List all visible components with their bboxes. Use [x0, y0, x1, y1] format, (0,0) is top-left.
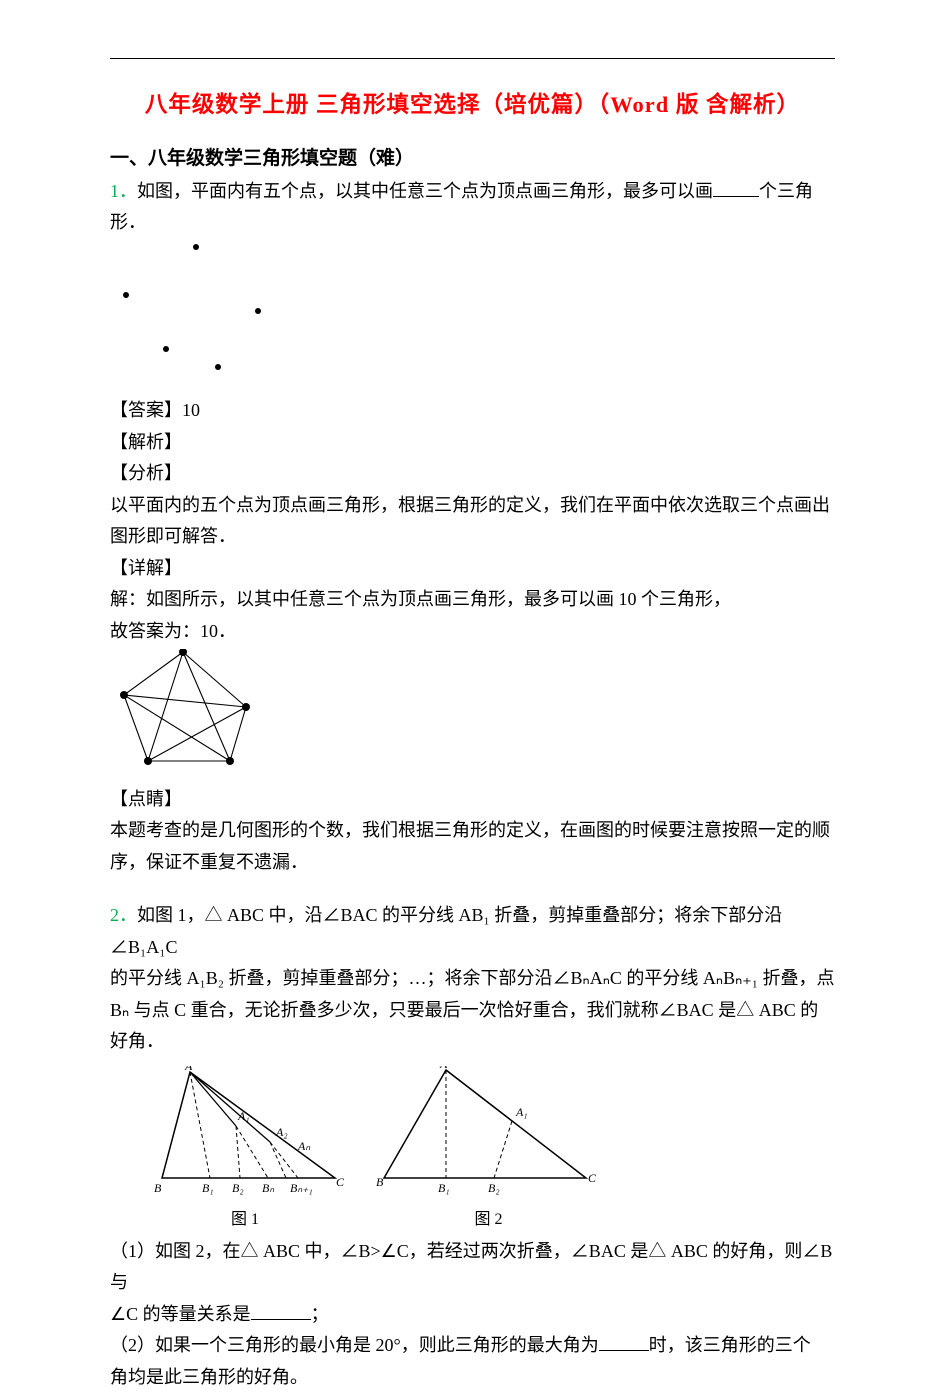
svg-text:B: B: [376, 1175, 384, 1189]
pentagon-svg: [118, 649, 258, 769]
q2-stem-c: Bₙ 与点 C 重合，无论折叠多少次，只要最后一次恰好重合，我们就称∠BAC 是…: [110, 995, 835, 1058]
q2-figure-row: A A₁ A₂ Aₙ B B₁ B₂ Bₙ Bₙ₊₁ C 图 1 A A₁ B B₁ B₂ C 图 2: [140, 1066, 835, 1234]
q2-stem-b: 的平分线 A₁B₂ 折叠，剪掉重叠部分；…；将余下部分沿∠BₙAₙC 的平分线 …: [110, 963, 835, 995]
q1-jiexi: 【解析】: [110, 427, 835, 459]
svg-text:Bₙ: Bₙ: [262, 1181, 274, 1195]
spacer: [110, 878, 835, 900]
q1-number: 1．: [110, 181, 137, 201]
q2-stem-a: 2．如图 1，△ ABC 中，沿∠BAC 的平分线 AB₁ 折叠，剪掉重叠部分；…: [110, 900, 835, 963]
q2-fig2-col: A A₁ B B₁ B₂ C 图 2: [376, 1066, 601, 1234]
svg-text:B: B: [154, 1181, 162, 1195]
q1-stem: 1．如图，平面内有五个点，以其中任意三个点为顶点画三角形，最多可以画个三角形．: [110, 176, 835, 239]
svg-text:A₁: A₁: [237, 1109, 250, 1123]
q1-blank: [713, 179, 759, 197]
answer-value: 10: [182, 400, 200, 420]
answer-label: 【答案】: [110, 400, 182, 420]
q1-dianqing: 【点睛】: [110, 784, 835, 816]
q2-part1-c: ；: [311, 1304, 329, 1324]
svg-text:B₂: B₂: [232, 1181, 244, 1195]
triangle-fig2-svg: A A₁ B B₁ B₂ C: [376, 1066, 601, 1206]
svg-text:A₁: A₁: [515, 1105, 528, 1119]
q2-part2-ab: （2）如果一个三角形的最小角是 20°，则此三角形的最大角为 时，该三角形的三个: [110, 1330, 835, 1362]
svg-text:B₁: B₁: [438, 1181, 450, 1195]
top-rule: [110, 58, 835, 59]
q2-part1-bc: ∠C 的等量关系是 ；: [110, 1299, 835, 1331]
svg-text:B₁: B₁: [202, 1181, 214, 1195]
svg-text:C: C: [336, 1175, 345, 1189]
section-heading: 一、八年级数学三角形填空题（难）: [110, 142, 835, 175]
q1-text-a: 如图，平面内有五个点，以其中任意三个点为顶点画三角形，最多可以画: [137, 181, 713, 201]
svg-text:B₂: B₂: [488, 1181, 500, 1195]
q2-part2-a: （2）如果一个三角形的最小角是 20°，则此三角形的最大角为: [110, 1335, 599, 1355]
q1-dots-figure: [118, 241, 835, 392]
q2-part2-b: 时，该三角形的三个: [649, 1335, 811, 1355]
q2-blank-1: [251, 1302, 311, 1320]
q2-fig1-col: A A₁ A₂ Aₙ B B₁ B₂ Bₙ Bₙ₊₁ C 图 1: [140, 1066, 350, 1234]
q2-part1-a: （1）如图 2，在△ ABC 中，∠B>∠C，若经过两次折叠，∠BAC 是△ A…: [110, 1236, 835, 1299]
q1-xiangjie-2: 故答案为：10．: [110, 616, 835, 648]
svg-text:A: A: [439, 1066, 448, 1071]
triangle-fig1-svg: A A₁ A₂ Aₙ B B₁ B₂ Bₙ Bₙ₊₁ C: [140, 1066, 350, 1206]
q2-blank-2: [599, 1333, 649, 1351]
q1-xiangjie: 【详解】: [110, 553, 835, 585]
fig2-caption: 图 2: [474, 1206, 502, 1234]
q2-part1-b: ∠C 的等量关系是: [110, 1304, 251, 1324]
fig1-caption: 图 1: [231, 1206, 259, 1234]
q2-text-a: 如图 1，△ ABC 中，沿∠BAC 的平分线 AB₁ 折叠，剪掉重叠部分；将余…: [110, 905, 782, 957]
q1-fenxi: 【分析】: [110, 458, 835, 490]
svg-text:C: C: [588, 1171, 597, 1185]
svg-text:A: A: [184, 1066, 193, 1073]
q1-answer: 【答案】10: [110, 395, 835, 427]
svg-text:Bₙ₊₁: Bₙ₊₁: [290, 1181, 313, 1195]
q1-dianqing-text: 本题考查的是几何图形的个数，我们根据三角形的定义，在画图的时候要注意按照一定的顺…: [110, 815, 835, 878]
q1-fenxi-text: 以平面内的五个点为顶点画三角形，根据三角形的定义，我们在平面中依次选取三个点画出…: [110, 490, 835, 553]
q1-xiangjie-1: 解：如图所示，以其中任意三个点为顶点画三角形，最多可以画 10 个三角形，: [110, 584, 835, 616]
five-dots-svg: [118, 241, 298, 381]
svg-text:A₂: A₂: [275, 1125, 288, 1139]
q2-number: 2．: [110, 905, 137, 925]
q1-pentagon-figure: [118, 649, 835, 780]
svg-text:Aₙ: Aₙ: [297, 1139, 310, 1153]
q2-part2-c: 角均是此三角形的好角。: [110, 1362, 835, 1393]
doc-title: 八年级数学上册 三角形填空选择（培优篇）（Word 版 含解析）: [110, 85, 835, 124]
